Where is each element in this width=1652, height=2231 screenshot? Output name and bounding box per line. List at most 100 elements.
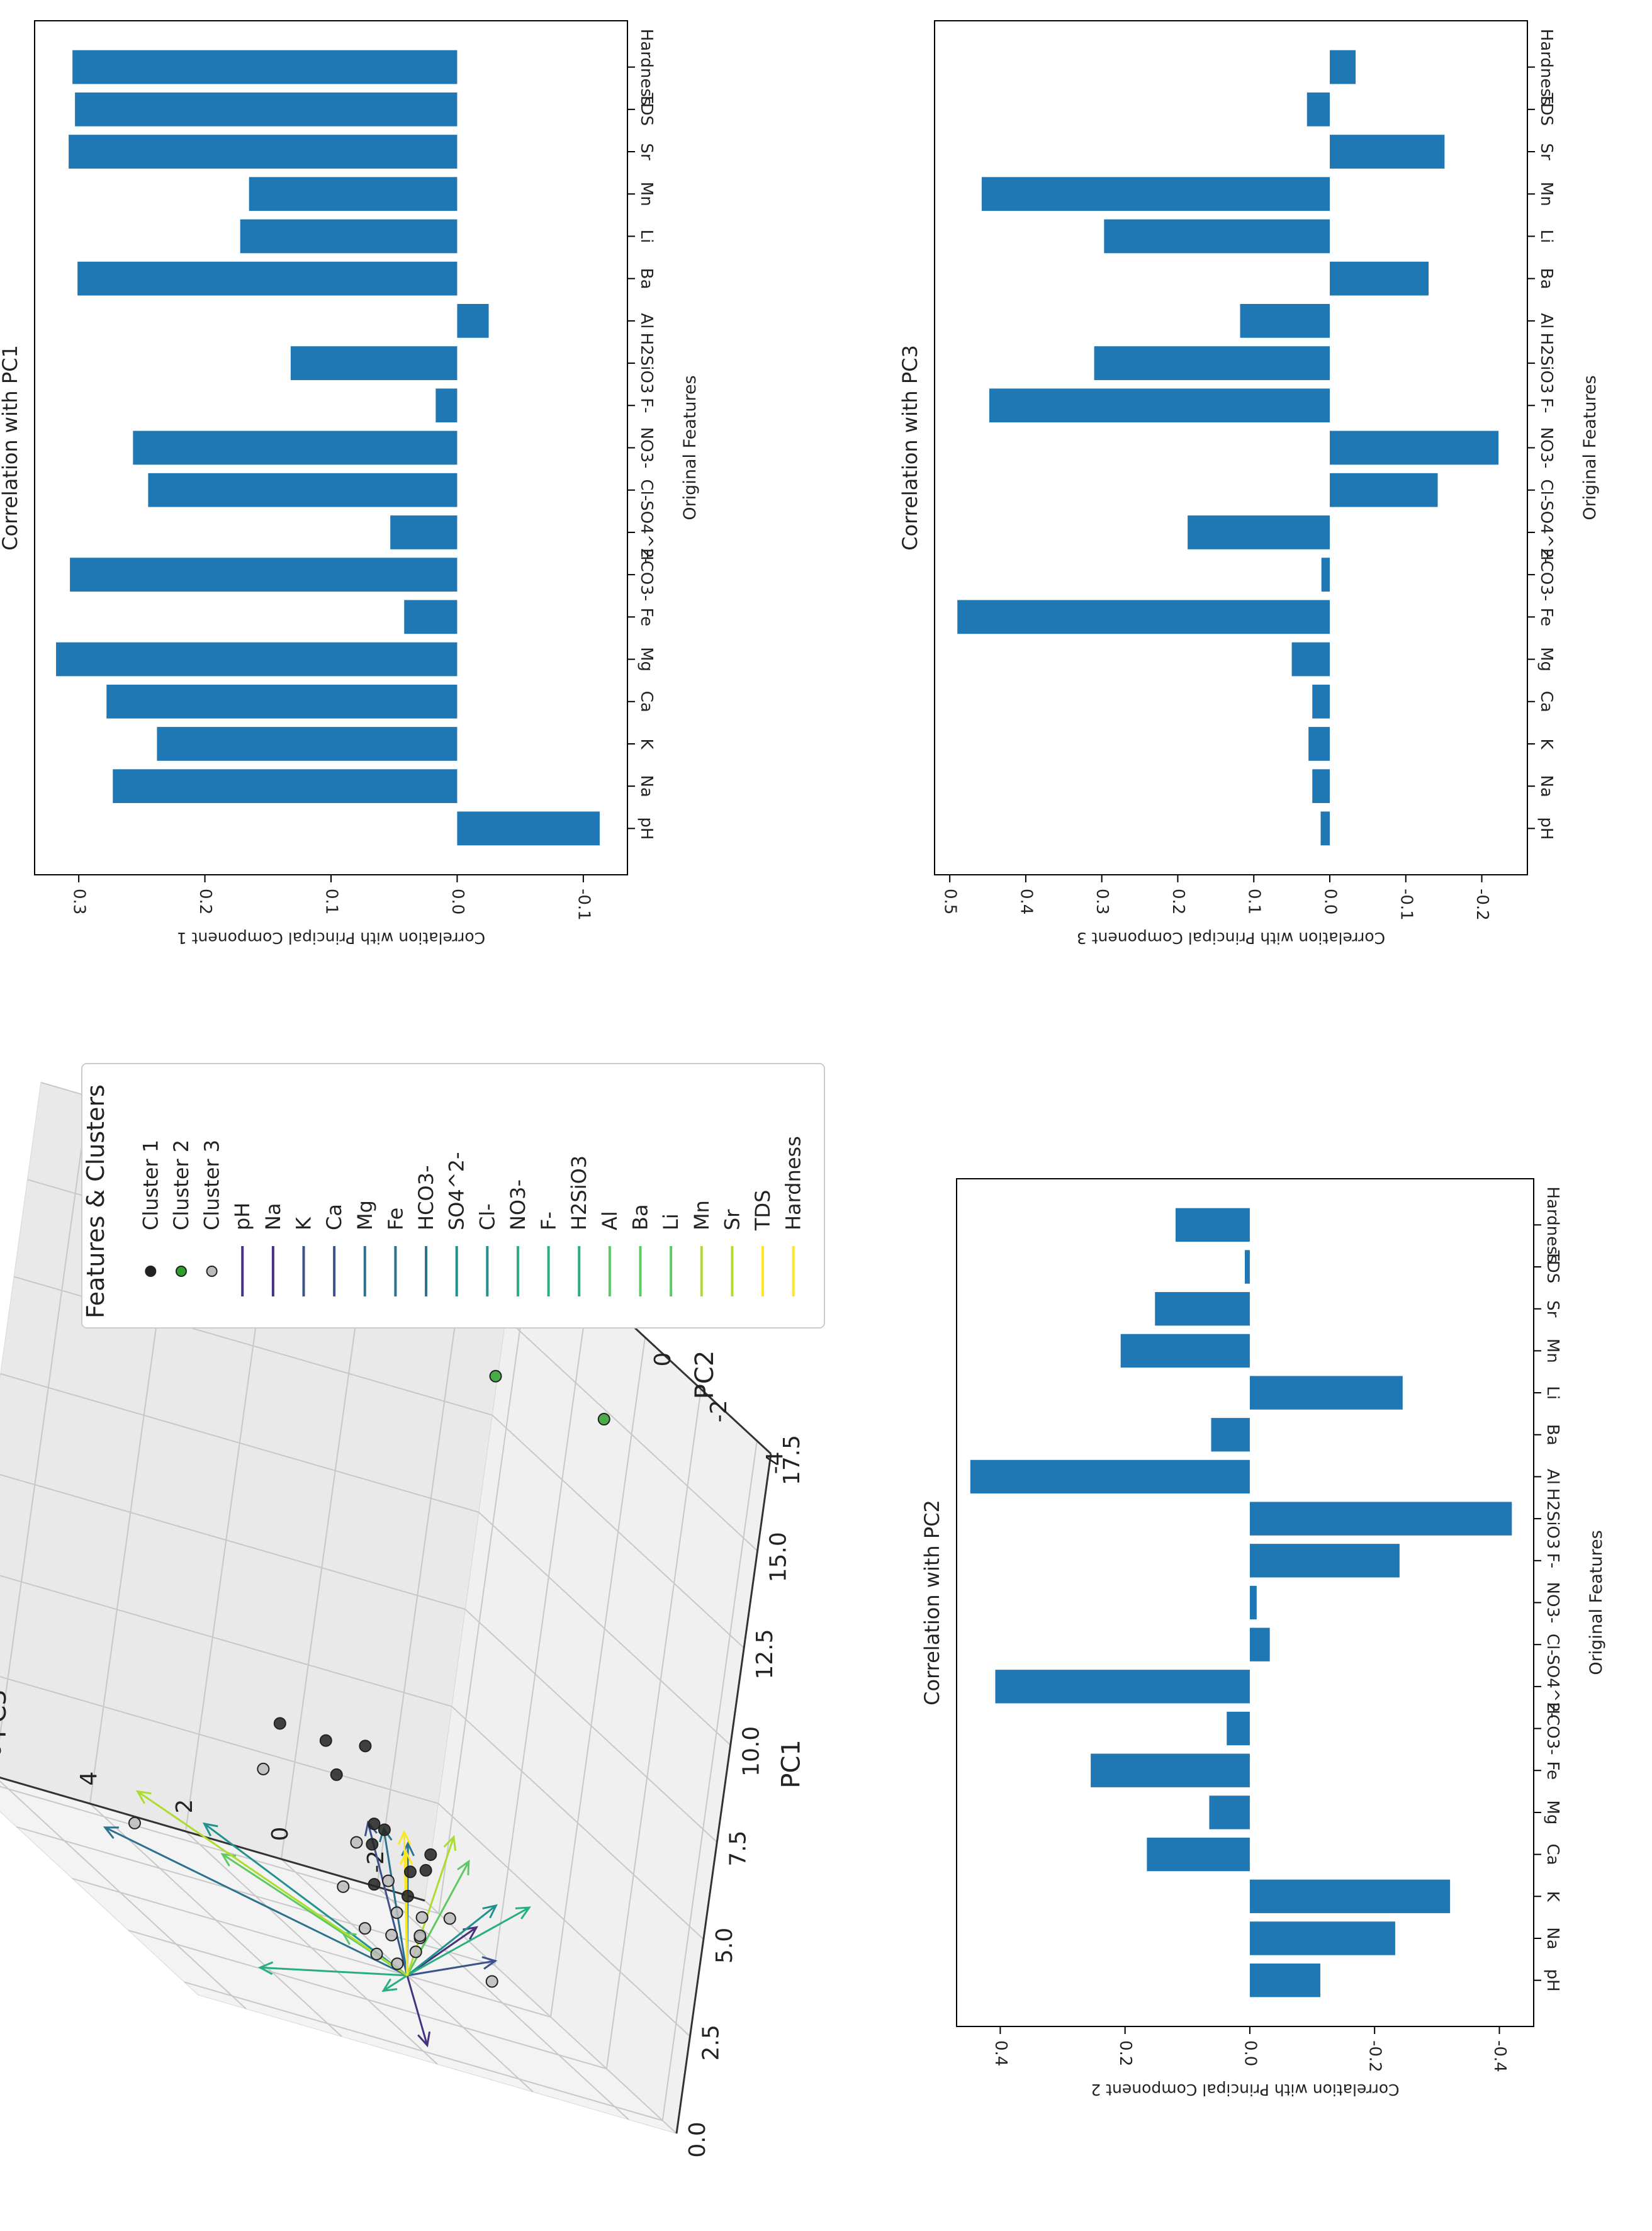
scatter-point-cluster-3 [391, 1957, 404, 1970]
bar-Fe [1091, 1753, 1250, 1787]
bar-NO3- [133, 430, 458, 465]
bar-H2SiO3 [1094, 346, 1330, 380]
pc2-tick-label: -2 [706, 1400, 732, 1422]
axis-line-pc1 [675, 1453, 772, 2134]
value-axis-label: Correlation with Principal Component 1 [177, 929, 485, 947]
loading-arrowhead-K [481, 1956, 498, 1970]
category-tick-label: Al [1537, 313, 1556, 329]
bar-Hardness [1330, 50, 1356, 84]
pc1-tick-label: 17.5 [779, 1435, 805, 1485]
category-tick-label: Li [1543, 1386, 1562, 1400]
category-tick-label: Ba [1537, 268, 1556, 289]
pc1-tick-label: 5.0 [712, 1928, 738, 1964]
scatter-point-cluster-3 [415, 1911, 429, 1924]
bar-Ba [77, 261, 458, 296]
category-tick-label: Ca [637, 691, 656, 712]
scatter-point-cluster-1 [273, 1717, 286, 1730]
value-tick-label: 0.2 [196, 889, 215, 914]
category-tick-label: Fe [637, 608, 656, 627]
category-tick-label: F- [1543, 1553, 1562, 1568]
value-tick-label: 0.0 [1321, 889, 1340, 914]
loading-arrow-F- [260, 1966, 408, 1977]
category-tick-label: NO3- [637, 427, 656, 469]
loading-arrow-H2SiO3 [383, 1974, 408, 1992]
category-tick-label: NO3- [1543, 1582, 1562, 1624]
chart-pc3: -0.2 -0.1 0.0 0.1 0.2 0.3 0.4 0.5 pH Na K Ca Mg Fe HCO… [898, 20, 1600, 947]
category-tick-label: Mg [1543, 1800, 1562, 1824]
category-tick-label: Ca [1537, 691, 1556, 712]
value-tick-label: -0.1 [1396, 889, 1415, 921]
bar-F- [1249, 1544, 1400, 1578]
bar-Ba [1330, 261, 1429, 296]
category-tick-label: HCO3- [637, 548, 656, 601]
legend-marker-cluster-3 [206, 1266, 218, 1277]
legend-label: Ca [322, 1204, 346, 1230]
legend-label: Cluster 2 [169, 1140, 193, 1230]
legend-label: Cluster 1 [138, 1140, 162, 1230]
bar-Cl- [1249, 1627, 1270, 1661]
bar-Li [1249, 1376, 1403, 1410]
category-tick-label: H2SiO3 [637, 333, 656, 394]
category-tick-label: SO4^2- [1537, 500, 1556, 564]
category-tick-label: Sr [1543, 1300, 1562, 1318]
scatter-point-cluster-3 [385, 1928, 398, 1942]
bar-Hardness [72, 50, 458, 84]
scatter-point-cluster-3 [381, 1874, 395, 1887]
bar-TDS [1245, 1250, 1250, 1284]
pc1-tick-label: 15.0 [766, 1532, 792, 1582]
category-axis-label: Original Features [680, 375, 700, 520]
scatter-point-cluster-1 [368, 1818, 381, 1831]
pc3-tick-label: 2 [172, 1799, 198, 1814]
category-tick-label: Hardness [1543, 1186, 1562, 1263]
value-tick-label: 0.3 [1093, 889, 1111, 914]
loading-arrowhead-H2SiO3 [381, 1978, 398, 1992]
bar-TDS [1306, 92, 1330, 126]
bar-Fe [957, 600, 1330, 634]
legend-label: Ba [629, 1204, 653, 1230]
bar-Sr [1155, 1292, 1250, 1326]
scatter-point-cluster-3 [409, 1945, 422, 1958]
category-tick-label: pH [637, 817, 656, 840]
legend-marker-cluster-2 [175, 1266, 187, 1277]
grid-line [661, 1441, 758, 2121]
category-tick-label: Fe [1537, 608, 1556, 627]
bar-Cl- [148, 473, 458, 507]
value-tick-label: 0.5 [941, 889, 960, 914]
loading-arrowhead-SO4^2- [202, 1822, 218, 1837]
legend-label: SO4^2- [445, 1152, 469, 1230]
bar-Mn [1120, 1334, 1250, 1368]
bar-Mn [249, 177, 458, 211]
category-tick-label: TDS [637, 93, 656, 126]
pc3-axis-label: PC3 [0, 1689, 12, 1738]
pc1-tick-label: 12.5 [752, 1629, 778, 1679]
bar-Ca [1147, 1837, 1250, 1872]
loading-arrowhead-Cl- [482, 1904, 498, 1919]
category-tick-label: Hardness [1537, 29, 1556, 106]
category-tick-label: H2SiO3 [1543, 1488, 1562, 1549]
category-tick-label: Mn [637, 182, 656, 206]
value-tick-label: 0.0 [1240, 2040, 1259, 2066]
bar-pH [457, 811, 600, 846]
scatter-point-cluster-3 [257, 1762, 270, 1775]
category-tick-label: Ba [637, 268, 656, 289]
loading-arrowhead-pH [417, 2031, 431, 2048]
scatter-point-cluster-3 [350, 1836, 363, 1849]
bar-Ca [1312, 684, 1330, 719]
scatter-point-cluster-3 [370, 1947, 383, 1960]
scatter-point-cluster-1 [401, 1889, 414, 1902]
pc1-tick-label: 2.5 [698, 2025, 724, 2060]
bar-Li [1104, 219, 1330, 254]
legend-label: pH [230, 1203, 254, 1230]
bar-Fe [404, 600, 458, 634]
legend-label: Cl- [475, 1203, 499, 1230]
scatter-point-cluster-1 [368, 1878, 381, 1891]
loading-arrow-NO3- [407, 1906, 530, 1977]
legend-label: Mg [353, 1200, 377, 1230]
chart-title: Correlation with PC3 [898, 345, 922, 551]
category-tick-label: Hardness [637, 29, 656, 106]
value-tick-label: 0.2 [1169, 889, 1188, 914]
value-tick-label: -0.2 [1366, 2040, 1385, 2072]
legend-label: NO3- [506, 1179, 530, 1230]
loading-arrow-Mg [383, 1828, 408, 1976]
value-axis-label: Correlation with Principal Component 3 [1077, 929, 1385, 947]
